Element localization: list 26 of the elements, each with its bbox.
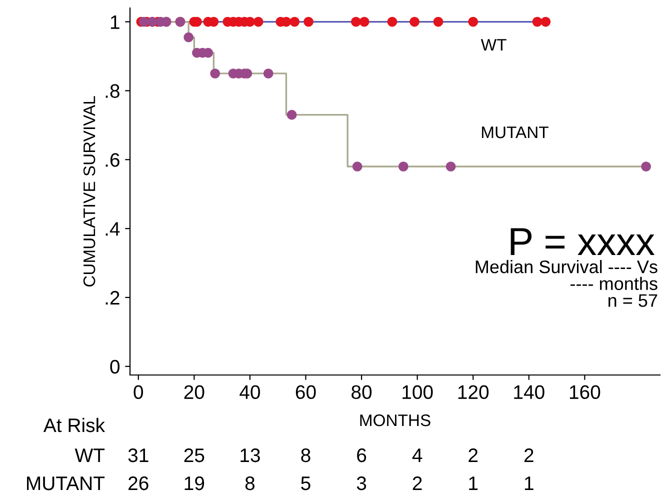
y-tick-label: .4 bbox=[106, 222, 120, 236]
annotation: Median Survival ---- Vs ---- months n = 57 bbox=[476, 260, 658, 307]
y-axis-title: CUMULATIVE SURVIVAL bbox=[83, 96, 96, 287]
x-tick-label: 80 bbox=[352, 385, 372, 400]
y-tick-label: .2 bbox=[106, 290, 120, 305]
x-tick-label: 160 bbox=[570, 385, 600, 400]
text: MUTANT bbox=[27, 476, 105, 490]
y-tick-label: .8 bbox=[106, 84, 120, 98]
text: WT bbox=[74, 448, 105, 462]
x-tick-label: 120 bbox=[458, 385, 489, 400]
y-tick-label: 1 bbox=[110, 15, 120, 29]
y-tick-label: .6 bbox=[106, 153, 120, 167]
text: 31 25 13 8 6 4 2 2 bbox=[128, 448, 534, 462]
x-tick-label: 40 bbox=[240, 385, 260, 400]
series-label: WT bbox=[480, 39, 506, 51]
x-tick-label: 140 bbox=[514, 385, 544, 400]
text: At Risk bbox=[43, 418, 106, 432]
x-tick-label: 100 bbox=[402, 385, 433, 400]
x-tick-label: 0 bbox=[134, 385, 144, 400]
y-tick-label: 0 bbox=[110, 360, 120, 374]
annotation: P = xxxx bbox=[510, 228, 655, 255]
x-tick-label: 20 bbox=[184, 385, 204, 400]
text: 26 19 8 5 3 2 1 1 bbox=[128, 476, 534, 490]
x-axis-title: MONTHS bbox=[360, 414, 430, 426]
x-tick-label: 60 bbox=[296, 385, 316, 400]
series-label: MUTANT bbox=[482, 126, 548, 138]
